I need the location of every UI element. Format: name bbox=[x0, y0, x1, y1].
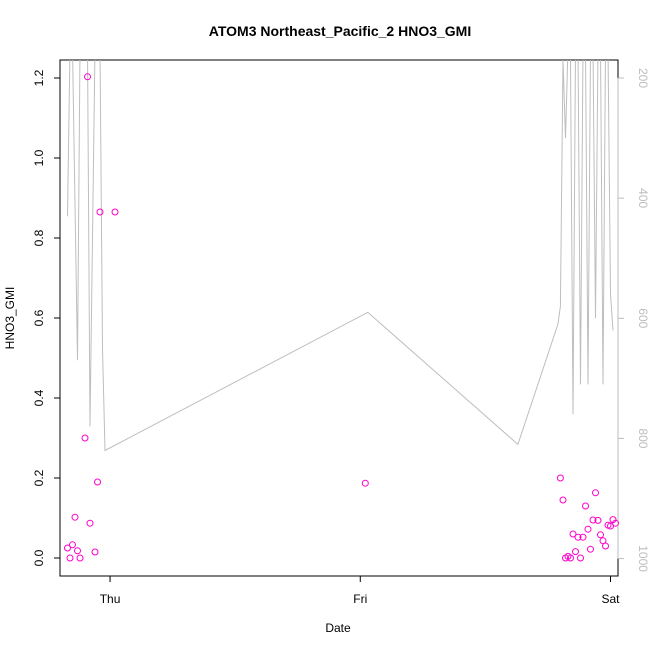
y-axis-label: HNO3_GMI bbox=[3, 287, 17, 350]
data-point bbox=[569, 530, 577, 538]
y-tick-label: 1.0 bbox=[32, 149, 46, 166]
x-axis: Thu Fri Sat bbox=[100, 575, 620, 606]
data-point bbox=[567, 554, 574, 562]
y-axis: 0.0 0.2 0.4 0.6 0.8 1.0 1.2 bbox=[32, 69, 61, 566]
data-point bbox=[582, 502, 589, 510]
x-tick-label: Thu bbox=[100, 592, 121, 606]
data-point bbox=[612, 519, 619, 527]
data-point bbox=[587, 545, 594, 553]
x-axis-label: Date bbox=[325, 621, 351, 635]
data-point bbox=[589, 516, 597, 524]
y2-axis: 200 400 600 800 1000 bbox=[617, 68, 650, 572]
data-point bbox=[69, 541, 76, 549]
data-point bbox=[84, 73, 91, 81]
y-tick-label: 0.6 bbox=[32, 309, 46, 326]
data-point bbox=[86, 519, 94, 527]
data-point bbox=[594, 516, 602, 524]
data-point bbox=[556, 474, 564, 482]
data-point bbox=[81, 434, 89, 442]
data-point bbox=[71, 513, 79, 521]
data-point bbox=[592, 489, 599, 497]
data-point bbox=[559, 496, 567, 504]
pressure-line-series bbox=[67, 60, 614, 452]
data-point bbox=[579, 533, 587, 541]
y-tick-label: 0.0 bbox=[32, 549, 46, 566]
y-tick-label: 0.8 bbox=[32, 229, 46, 246]
y2-tick-label: 800 bbox=[636, 428, 650, 448]
y-tick-label: 0.2 bbox=[32, 469, 46, 486]
x-tick-label: Sat bbox=[601, 592, 620, 606]
x-tick-label: Fri bbox=[353, 592, 367, 606]
pressure-line bbox=[67, 60, 614, 452]
data-point bbox=[76, 554, 84, 562]
data-point bbox=[577, 554, 584, 562]
y2-tick-label: 600 bbox=[636, 308, 650, 328]
scatter-series bbox=[64, 73, 619, 562]
data-point bbox=[574, 533, 582, 541]
data-point bbox=[597, 531, 604, 539]
data-point bbox=[91, 548, 99, 556]
data-point bbox=[96, 208, 104, 216]
plot-frame bbox=[59, 59, 619, 577]
data-point bbox=[66, 554, 74, 562]
data-point bbox=[64, 544, 71, 552]
chart-title: ATOM3 Northeast_Pacific_2 HNO3_GMI bbox=[209, 23, 471, 39]
y2-tick-label: 200 bbox=[636, 68, 650, 88]
y-tick-label: 1.2 bbox=[32, 69, 46, 86]
data-point bbox=[602, 542, 609, 550]
data-point bbox=[74, 547, 81, 555]
data-point bbox=[361, 479, 369, 487]
data-point bbox=[94, 478, 101, 486]
data-point bbox=[572, 548, 579, 556]
data-point bbox=[584, 525, 592, 533]
y2-tick-label: 400 bbox=[636, 188, 650, 208]
y-tick-label: 0.4 bbox=[32, 389, 46, 406]
y2-tick-label: 1000 bbox=[636, 545, 650, 572]
data-point bbox=[111, 208, 119, 216]
